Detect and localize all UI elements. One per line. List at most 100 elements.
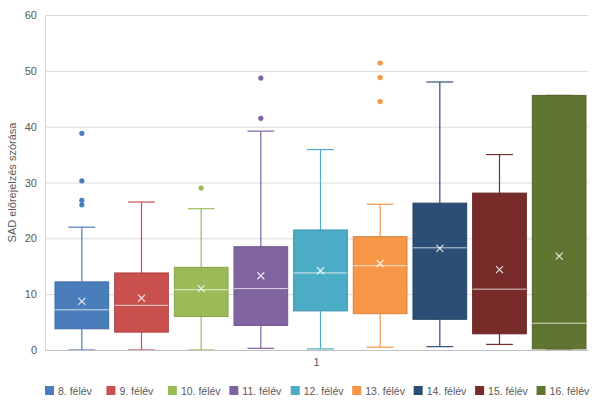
legend-swatch <box>291 386 300 395</box>
mean-marker <box>78 298 85 305</box>
box <box>174 185 228 350</box>
box-body <box>174 267 228 316</box>
box-body <box>473 193 527 334</box>
max-cap <box>68 227 95 228</box>
legend-entry: 13. félév <box>352 385 405 397</box>
x-tick-label: 1 <box>313 356 319 368</box>
y-axis-title: SAD előrejelzés szórása <box>6 122 18 243</box>
upper-whisker <box>320 150 321 230</box>
legend-swatch <box>168 386 177 395</box>
y-tick: 50 <box>25 65 588 77</box>
max-cap <box>486 154 513 155</box>
grid-line <box>45 183 588 184</box>
max-cap <box>367 204 394 205</box>
box-body <box>532 95 586 348</box>
outlier <box>378 99 383 104</box>
legend-entry: 10. félév <box>168 385 221 397</box>
legend-swatch <box>537 386 546 395</box>
min-cap <box>307 348 334 349</box>
x-axis: 1 <box>46 350 589 368</box>
plot-marks <box>55 60 586 350</box>
min-cap <box>426 346 453 347</box>
box-body <box>234 247 288 326</box>
legend-entry: 8. félév <box>45 385 93 397</box>
max-cap <box>426 81 453 82</box>
mean-marker <box>138 295 145 302</box>
x-tick: 1 <box>313 350 319 368</box>
y-tick-label: 30 <box>25 177 37 189</box>
legend-label: 11. félév <box>242 385 282 397</box>
lower-whisker <box>81 329 82 350</box>
box <box>294 150 348 349</box>
mean-marker <box>556 253 563 260</box>
lower-whisker <box>320 311 321 349</box>
lower-whisker <box>380 314 381 348</box>
legend: 8. félév 9. félév 10. félév 11. félév 12. fé… <box>45 385 590 397</box>
legend-label: 10. félév <box>181 385 221 397</box>
legend-label: 12. félév <box>304 385 344 397</box>
min-cap <box>188 349 215 350</box>
legend-entry: 12. félév <box>291 385 344 397</box>
median-line <box>294 272 348 273</box>
upper-whisker <box>141 202 142 273</box>
legend-label: 16. félév <box>550 385 590 397</box>
legend-label: 8. félév <box>58 385 93 397</box>
upper-whisker <box>499 155 500 194</box>
outlier <box>79 202 84 207</box>
outlier <box>79 178 84 183</box>
legend-entry: 15. félév <box>475 385 528 397</box>
upper-whisker <box>260 131 261 247</box>
legend-swatch <box>106 386 115 395</box>
upper-whisker <box>380 204 381 236</box>
box <box>473 155 527 345</box>
x-axis-line <box>46 350 589 351</box>
legend-entry: 11. félév <box>229 385 282 397</box>
mean-marker <box>436 245 443 252</box>
median-line <box>55 309 109 310</box>
outlier <box>258 116 263 121</box>
legend-label: 14. félév <box>427 385 467 397</box>
legend-label: 9. félév <box>119 385 154 397</box>
max-cap <box>188 208 215 209</box>
y-tick-label: 40 <box>25 121 37 133</box>
mean-marker <box>198 285 205 292</box>
median-line <box>473 289 527 290</box>
y-tick-label: 0 <box>31 344 37 356</box>
box <box>413 82 467 347</box>
legend-swatch <box>229 386 238 395</box>
box-body <box>353 237 407 314</box>
min-cap <box>486 344 513 345</box>
mean-marker <box>496 266 503 273</box>
box-body <box>115 273 169 332</box>
y-tick: 40 <box>25 121 588 133</box>
lower-whisker <box>141 332 142 350</box>
legend-swatch <box>45 386 54 395</box>
legend-label: 15. félév <box>488 385 528 397</box>
y-tick-label: 20 <box>25 232 37 244</box>
lower-whisker <box>260 325 261 348</box>
max-cap <box>128 201 155 202</box>
max-cap <box>247 131 274 132</box>
box-body <box>55 282 109 329</box>
box <box>115 202 169 350</box>
legend-entry: 9. félév <box>106 385 154 397</box>
outlier <box>79 131 84 136</box>
y-tick-label: 50 <box>25 65 37 77</box>
grid-line <box>45 15 588 16</box>
median-line <box>532 323 586 324</box>
box-body <box>294 230 348 311</box>
box <box>532 95 586 348</box>
lower-whisker <box>439 319 440 346</box>
legend-swatch <box>414 386 423 395</box>
grid-line <box>45 127 588 128</box>
box <box>55 131 109 350</box>
legend-label: 13. félév <box>365 385 405 397</box>
box <box>234 75 288 348</box>
y-tick: 30 <box>25 177 588 189</box>
grid-line <box>45 71 588 72</box>
upper-whisker <box>201 209 202 268</box>
chart: 01020304050601SAD előrejelzés szórása8. … <box>0 0 600 413</box>
min-cap <box>367 347 394 348</box>
min-cap <box>128 349 155 350</box>
mean-marker <box>317 267 324 274</box>
